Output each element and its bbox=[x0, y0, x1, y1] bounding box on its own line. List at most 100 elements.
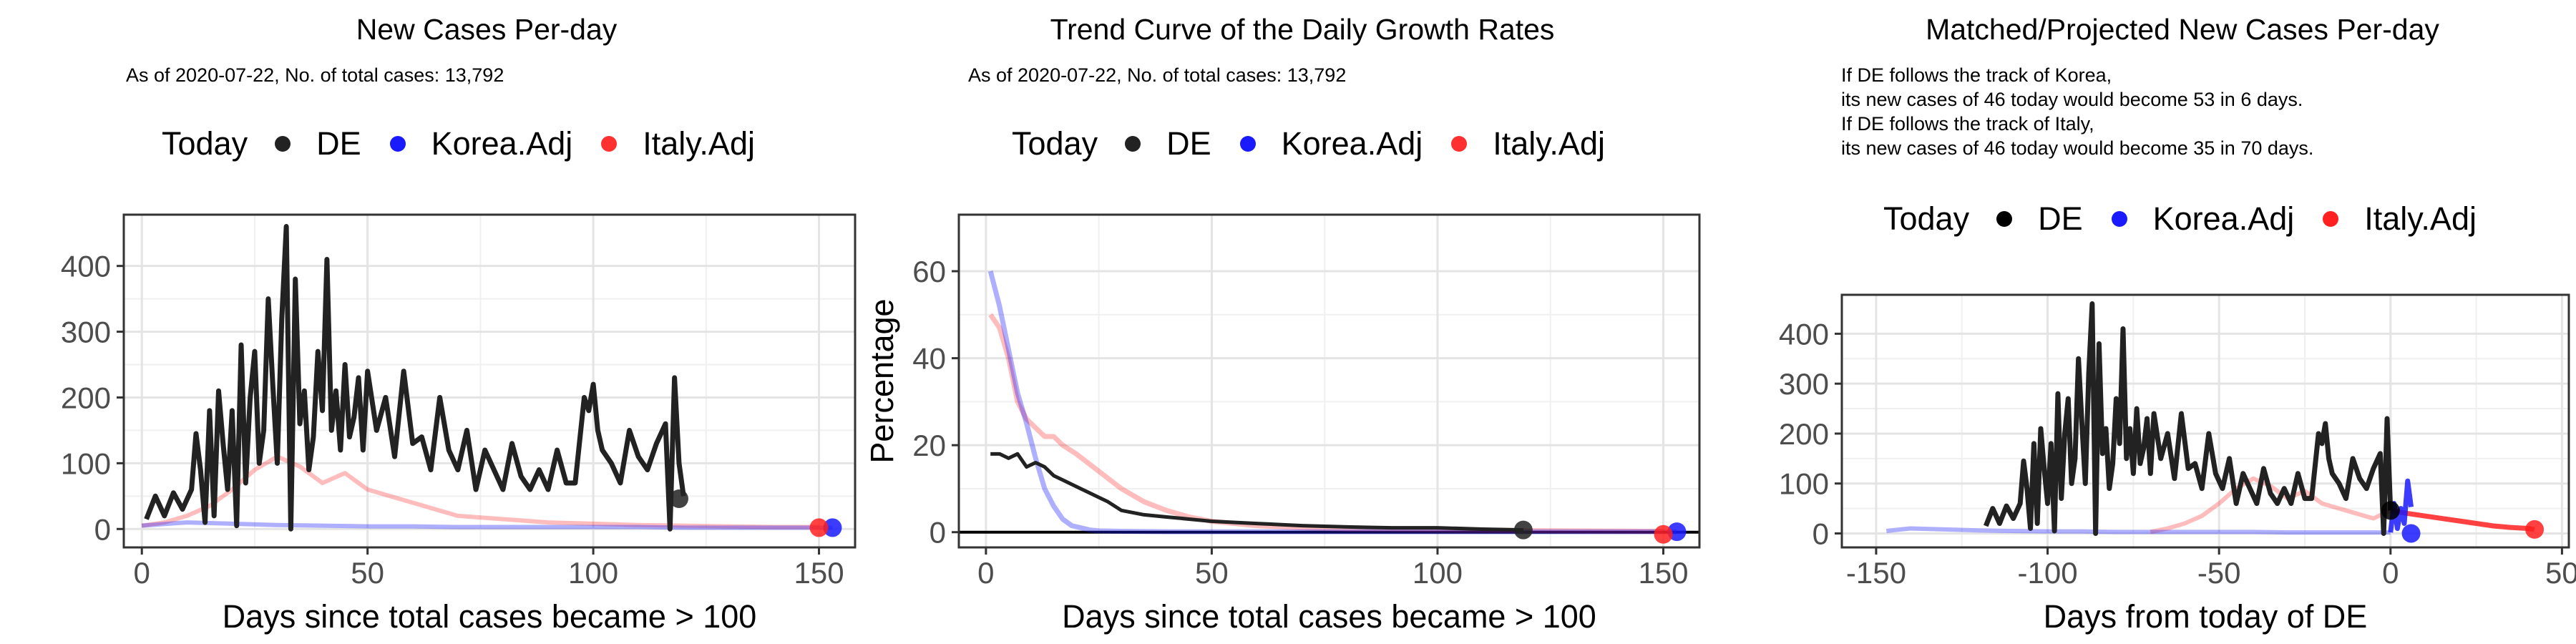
chart-subtitle: As of 2020-07-22, No. of total cases: 13… bbox=[126, 64, 504, 86]
chart-subtitle: As of 2020-07-22, No. of total cases: 13… bbox=[968, 64, 1347, 86]
today-point-italy bbox=[809, 518, 829, 537]
panel-growth-rates: Trend Curve of the Daily Growth Rates As… bbox=[859, 0, 1717, 644]
legend-item-de: DE bbox=[1125, 125, 1211, 162]
x-tick-label: -150 bbox=[1846, 556, 1906, 590]
y-tick-label: 0 bbox=[930, 516, 946, 550]
legend-item-korea: Korea.Adj bbox=[389, 125, 573, 162]
series-line-italy bbox=[988, 313, 1664, 535]
legend-item-italy: Italy.Adj bbox=[601, 125, 755, 162]
legend-title: Today bbox=[1883, 200, 1970, 237]
chart-plot: 0 50 100 150 0 100 200 300 400 Days since total c… bbox=[61, 213, 857, 635]
x-tick-label: 150 bbox=[794, 556, 844, 590]
subtitle-line: If DE follows the track of Korea, bbox=[1841, 64, 2112, 86]
legend-dot-italy bbox=[2323, 211, 2339, 227]
series-line-korea bbox=[142, 520, 833, 530]
chart-plot: -150 -100 -50 0 50 0 100 200 300 400 Days from tod… bbox=[1779, 293, 2576, 635]
legend-dot-italy bbox=[1451, 136, 1468, 152]
today-point-korea bbox=[2401, 524, 2421, 543]
legend-dot-korea bbox=[389, 136, 406, 152]
series-line-de bbox=[990, 452, 1523, 532]
chart-legend: Today DE Korea.Adj Italy.Adj bbox=[1883, 200, 2505, 238]
chart-legend: Today DE Korea.Adj Italy.Adj bbox=[1012, 125, 1634, 162]
x-axis-label: Days from today of DE bbox=[2044, 598, 2368, 635]
series-line-italy-projection bbox=[2390, 507, 2535, 532]
legend-label: Italy.Adj bbox=[643, 125, 755, 162]
y-tick-label: 60 bbox=[912, 255, 946, 288]
legend-dot-de bbox=[1125, 136, 1141, 152]
x-tick-label: 0 bbox=[977, 556, 994, 590]
y-tick-label: 300 bbox=[61, 316, 111, 349]
legend-dot-de bbox=[275, 136, 291, 152]
plot-border bbox=[122, 213, 857, 549]
subtitle-line: its new cases of 46 today would become 3… bbox=[1841, 137, 2314, 159]
y-tick-label: 400 bbox=[61, 250, 111, 283]
plot-border bbox=[1840, 293, 2570, 549]
x-tick-label: 150 bbox=[1638, 556, 1688, 590]
y-tick-label: 300 bbox=[1779, 367, 1829, 401]
today-point-de bbox=[669, 489, 688, 508]
y-tick-label: 20 bbox=[912, 429, 946, 462]
today-point-italy bbox=[1654, 525, 1673, 544]
legend-item-italy: Italy.Adj bbox=[2323, 200, 2477, 238]
legend-title: Today bbox=[162, 125, 248, 162]
x-tick-label: 50 bbox=[2545, 556, 2576, 590]
y-tick-label: 100 bbox=[61, 447, 111, 480]
today-point-de bbox=[2381, 501, 2400, 520]
x-tick-label: 100 bbox=[1413, 556, 1463, 590]
series-line-de bbox=[144, 224, 686, 532]
subtitle-line: If DE follows the track of Italy, bbox=[1841, 113, 2094, 135]
series-line-italy bbox=[141, 454, 819, 530]
legend-item-korea: Korea.Adj bbox=[2111, 200, 2295, 238]
legend-item-korea: Korea.Adj bbox=[1239, 125, 1423, 162]
legend-label: DE bbox=[2038, 200, 2083, 237]
chart-plot: 0 50 100 150 0 20 40 60 Days since total cases b… bbox=[864, 213, 1701, 635]
y-tick-label: 40 bbox=[912, 342, 946, 376]
panel-new-cases: New Cases Per-day As of 2020-07-22, No. … bbox=[0, 0, 859, 644]
chart-legend: Today DE Korea.Adj Italy.Adj bbox=[162, 125, 784, 162]
legend-dot-italy bbox=[601, 136, 618, 152]
panel-projected: Matched/Projected New Cases Per-day If D… bbox=[1717, 0, 2576, 644]
legend-item-de: DE bbox=[1996, 200, 2083, 238]
legend-item-italy: Italy.Adj bbox=[1451, 125, 1605, 162]
legend-item-de: DE bbox=[275, 125, 361, 162]
y-axis-label: Percentage bbox=[864, 298, 900, 463]
legend-label: Korea.Adj bbox=[431, 125, 573, 162]
x-tick-label: 0 bbox=[134, 556, 150, 590]
series-line-de bbox=[1984, 301, 2394, 536]
legend-label: DE bbox=[316, 125, 361, 162]
x-tick-label: 50 bbox=[1195, 556, 1229, 590]
y-tick-label: 100 bbox=[1779, 467, 1829, 501]
y-tick-label: 200 bbox=[61, 381, 111, 414]
today-point-italy bbox=[2525, 519, 2545, 539]
y-tick-label: 0 bbox=[94, 512, 111, 546]
legend-label: DE bbox=[1166, 125, 1211, 162]
series-line-korea bbox=[987, 270, 1677, 535]
subtitle-line: its new cases of 46 today would become 5… bbox=[1841, 89, 2303, 110]
x-tick-label: -50 bbox=[2197, 556, 2241, 590]
x-tick-label: 0 bbox=[2382, 556, 2399, 590]
legend-title: Today bbox=[1012, 125, 1098, 162]
legend-dot-korea bbox=[1239, 136, 1256, 152]
x-tick-label: 100 bbox=[568, 556, 618, 590]
legend-label: Korea.Adj bbox=[1281, 125, 1423, 162]
y-tick-label: 400 bbox=[1779, 317, 1829, 351]
legend-label: Italy.Adj bbox=[1493, 125, 1605, 162]
chart-title: Matched/Projected New Cases Per-day bbox=[1926, 13, 2439, 46]
legend-label: Korea.Adj bbox=[2152, 200, 2295, 237]
legend-dot-korea bbox=[2111, 211, 2127, 227]
today-point-korea bbox=[823, 518, 842, 537]
today-point-de bbox=[1513, 520, 1533, 540]
legend-label: Italy.Adj bbox=[2364, 200, 2477, 237]
x-tick-label: -100 bbox=[2018, 556, 2078, 590]
y-tick-label: 200 bbox=[1779, 417, 1829, 451]
y-tick-label: 0 bbox=[1813, 517, 1829, 550]
x-axis-label: Days since total cases became > 100 bbox=[223, 598, 757, 635]
x-tick-label: 50 bbox=[351, 556, 384, 590]
series-line-korea bbox=[1885, 526, 2391, 535]
chart-title: Trend Curve of the Daily Growth Rates bbox=[1050, 13, 1555, 46]
x-axis-label: Days since total cases became > 100 bbox=[1062, 598, 1596, 635]
plot-border bbox=[957, 213, 1701, 549]
chart-subtitle: If DE follows the track of Korea, its ne… bbox=[1841, 63, 2313, 160]
chart-title: New Cases Per-day bbox=[356, 13, 618, 46]
legend-dot-de bbox=[1996, 211, 2013, 227]
